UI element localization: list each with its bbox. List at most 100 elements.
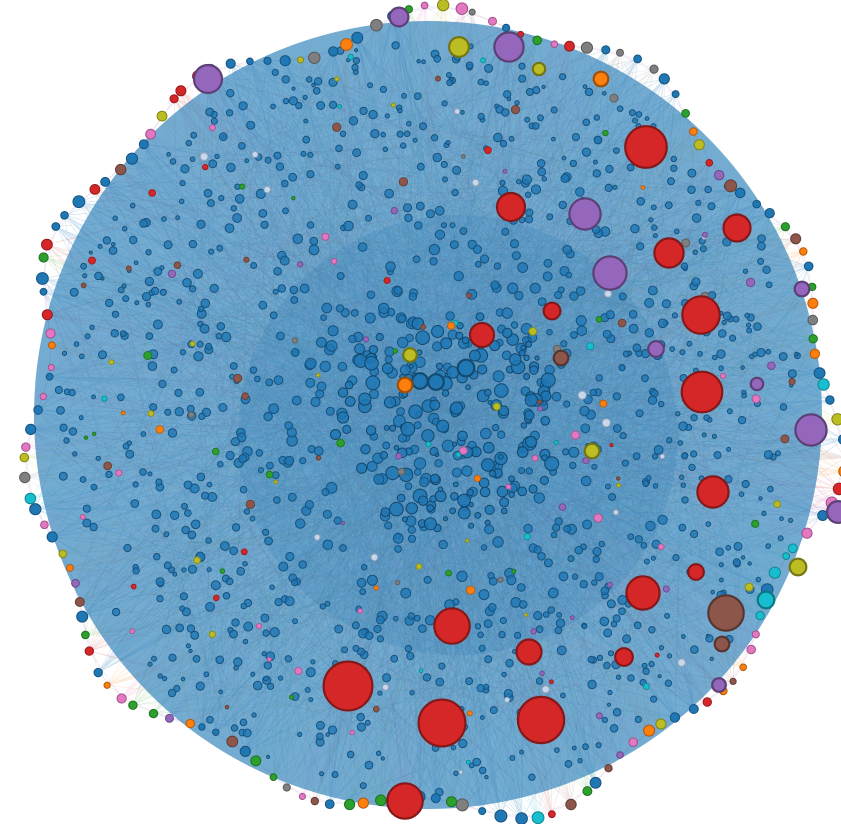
node: [536, 159, 546, 168]
node: [547, 606, 556, 614]
periphery-node: [100, 176, 111, 187]
node: [579, 405, 590, 417]
node: [368, 345, 378, 355]
periphery-node: [565, 798, 577, 811]
node: [335, 304, 345, 313]
node: [343, 220, 354, 232]
node-gray: [609, 93, 619, 103]
node-olive: [465, 538, 470, 543]
node: [509, 239, 520, 249]
node: [403, 130, 411, 138]
node: [498, 405, 510, 417]
node-purple: [582, 457, 590, 465]
node: [519, 749, 525, 755]
periphery-node: [478, 807, 487, 816]
node: [175, 623, 185, 633]
node: [589, 388, 598, 397]
node: [543, 258, 553, 268]
node: [675, 411, 681, 417]
periphery-node: [768, 566, 781, 579]
node: [592, 169, 601, 178]
node: [434, 229, 446, 240]
hub-node-n5: [680, 370, 724, 414]
node: [291, 579, 299, 587]
periphery-node: [831, 413, 841, 426]
node: [397, 107, 403, 114]
periphery-node: [764, 208, 775, 219]
node-red: [202, 163, 209, 171]
node: [396, 130, 404, 138]
node: [313, 446, 324, 456]
periphery-node: [185, 718, 196, 729]
node: [592, 547, 602, 557]
node: [383, 424, 390, 431]
node: [370, 129, 380, 139]
node: [322, 539, 334, 551]
node: [205, 107, 215, 117]
node: [446, 79, 454, 87]
node: [305, 377, 316, 388]
node: [220, 541, 230, 551]
node: [210, 117, 218, 125]
node: [605, 164, 614, 174]
node: [634, 535, 643, 544]
node-brown: [435, 75, 441, 82]
node: [347, 199, 358, 210]
node: [441, 100, 448, 107]
node: [435, 677, 445, 687]
periphery-node: [36, 272, 49, 285]
periphery-node: [724, 179, 738, 193]
node: [168, 653, 177, 662]
node: [499, 179, 506, 186]
node: [68, 388, 76, 397]
node: [298, 560, 308, 569]
periphery-node: [515, 812, 528, 824]
node: [365, 214, 372, 222]
node-green: [288, 694, 295, 700]
node: [452, 598, 460, 606]
node: [487, 400, 493, 405]
node: [206, 716, 214, 724]
node: [216, 322, 226, 331]
node: [80, 262, 87, 270]
hub-layer: [192, 6, 841, 820]
hub-node-n43: [402, 347, 418, 363]
node: [366, 574, 378, 586]
node: [262, 629, 270, 637]
node: [324, 600, 331, 607]
node: [779, 516, 784, 522]
node: [404, 644, 413, 653]
node: [147, 361, 158, 372]
node-orange: [447, 321, 456, 330]
node-pink: [209, 124, 216, 131]
node: [520, 422, 527, 429]
hub-node-n26: [647, 340, 665, 358]
node: [542, 271, 553, 282]
periphery-node: [446, 796, 457, 808]
node: [391, 41, 400, 50]
node-purple: [606, 581, 613, 588]
node: [373, 624, 382, 634]
node: [695, 199, 702, 206]
node: [130, 499, 140, 508]
node-olive: [315, 372, 321, 378]
node: [469, 349, 481, 362]
node: [729, 334, 737, 342]
node-purple: [662, 585, 670, 593]
node: [757, 234, 766, 243]
node: [379, 451, 389, 460]
periphery-node: [601, 45, 611, 55]
node: [284, 596, 295, 607]
node-olive: [108, 359, 115, 366]
node: [105, 298, 114, 308]
node: [438, 539, 448, 550]
node: [541, 84, 546, 90]
node-light: [612, 509, 619, 516]
node: [719, 577, 724, 583]
node-light: [199, 152, 209, 162]
node: [562, 244, 573, 255]
node: [737, 416, 747, 425]
node: [161, 624, 172, 635]
node: [102, 236, 112, 245]
node: [765, 281, 773, 289]
